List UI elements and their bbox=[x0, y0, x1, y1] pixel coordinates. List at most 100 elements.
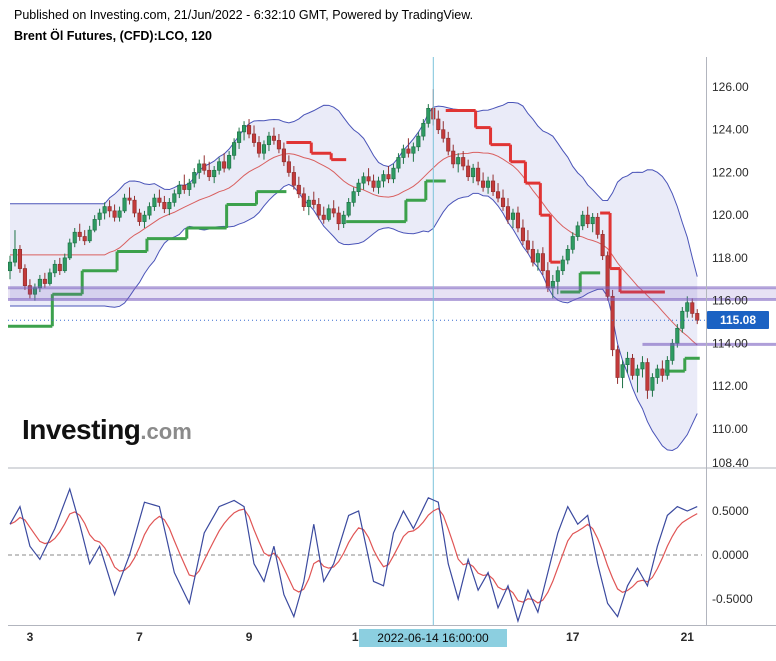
candle-body bbox=[491, 180, 496, 193]
bollinger-basis-line bbox=[10, 151, 698, 346]
candle-body bbox=[346, 201, 351, 216]
candle-body bbox=[545, 270, 550, 289]
candle-body bbox=[8, 261, 13, 272]
candle-body bbox=[212, 169, 217, 178]
candle-body bbox=[77, 231, 82, 237]
candle-body bbox=[580, 214, 585, 227]
candle-body bbox=[286, 161, 291, 173]
candle-body bbox=[635, 368, 640, 376]
candle-body bbox=[451, 150, 456, 165]
candle-body bbox=[306, 199, 311, 207]
candle-body bbox=[476, 167, 481, 182]
candle-body bbox=[565, 248, 570, 261]
candle-body bbox=[132, 199, 137, 214]
candle-body bbox=[152, 197, 157, 207]
candle-body bbox=[92, 219, 97, 231]
candle-body bbox=[321, 214, 326, 220]
candle-body bbox=[326, 208, 331, 220]
candle-body bbox=[610, 295, 615, 351]
time-axis-label: 21 bbox=[681, 630, 695, 644]
investing-watermark: Investing .com bbox=[22, 414, 192, 446]
candle-body bbox=[595, 216, 600, 235]
candle-body bbox=[142, 214, 147, 222]
candle-body bbox=[207, 169, 212, 178]
candle-body bbox=[147, 206, 152, 216]
candle-body bbox=[675, 328, 680, 344]
candle-body bbox=[162, 201, 167, 210]
crosshair-time-label: 2022-06-14 16:00:00 bbox=[359, 629, 507, 647]
candle-body bbox=[167, 201, 172, 210]
candle-body bbox=[157, 197, 162, 203]
candle-body bbox=[266, 135, 272, 146]
chart-frame bbox=[8, 57, 776, 626]
candle-body bbox=[17, 248, 23, 269]
watermark-suffix: .com bbox=[140, 419, 192, 444]
candle-body bbox=[137, 212, 142, 222]
levels-layer bbox=[8, 286, 776, 346]
candle-body bbox=[575, 225, 580, 237]
time-axis-label: 3 bbox=[27, 630, 34, 644]
candle-body bbox=[12, 248, 18, 263]
candle-body bbox=[510, 212, 516, 220]
candle-body bbox=[426, 108, 431, 124]
candle-body bbox=[217, 161, 222, 171]
candle-body bbox=[590, 216, 595, 225]
oscillator-axis-label: 0.5000 bbox=[712, 504, 749, 518]
candle-body bbox=[316, 204, 321, 216]
candle-body bbox=[520, 227, 525, 242]
candle-body bbox=[630, 357, 635, 376]
candle-body bbox=[301, 193, 306, 207]
publication-info: Published on Investing.com, 21/Jun/2022 … bbox=[14, 8, 474, 22]
candle-body bbox=[555, 270, 560, 282]
price-axis-label: 112.00 bbox=[712, 379, 748, 393]
candle-body bbox=[67, 242, 72, 259]
candle-body bbox=[22, 268, 27, 286]
price-axis[interactable]: 126.00 124.00 122.00 120.00 118.00 116.00 114.… bbox=[712, 80, 753, 606]
candle-body bbox=[256, 142, 262, 154]
candle-body bbox=[107, 206, 112, 212]
price-axis-label: 118.00 bbox=[712, 251, 748, 265]
candle-body bbox=[261, 144, 267, 154]
candle-body bbox=[505, 206, 511, 220]
candle-body bbox=[202, 163, 207, 171]
candle-body bbox=[386, 174, 391, 180]
oscillator-axis-label: -0.5000 bbox=[712, 592, 753, 606]
candle-body bbox=[625, 357, 630, 366]
candle-body bbox=[177, 184, 182, 195]
candle-body bbox=[515, 212, 521, 229]
candle-body bbox=[366, 176, 371, 182]
candle-body bbox=[341, 214, 346, 225]
watermark-brand: Investing bbox=[22, 414, 141, 445]
bollinger-band-layer bbox=[10, 101, 698, 451]
candle-body bbox=[376, 180, 381, 188]
candle-body bbox=[620, 364, 625, 378]
candle-body bbox=[117, 210, 122, 218]
candle-body bbox=[57, 263, 62, 272]
price-axis-label: 120.00 bbox=[712, 208, 749, 222]
candle-body bbox=[436, 118, 441, 131]
candle-body bbox=[371, 180, 376, 188]
candle-body bbox=[381, 174, 386, 182]
candle-body bbox=[237, 131, 242, 143]
time-axis-label: 7 bbox=[136, 630, 143, 644]
candle-body bbox=[680, 310, 685, 329]
candle-body bbox=[227, 155, 232, 169]
candle-body bbox=[650, 377, 655, 391]
oscillator-axis-label: 0.0000 bbox=[712, 548, 749, 562]
candle-body bbox=[570, 236, 575, 250]
oscillator-layer bbox=[8, 487, 702, 624]
bollinger-upper-line bbox=[10, 101, 698, 277]
candle-body bbox=[600, 234, 605, 257]
candle-body bbox=[486, 180, 491, 188]
price-axis-label: 114.00 bbox=[712, 336, 748, 350]
candle-body bbox=[172, 193, 177, 203]
candle-body bbox=[540, 253, 545, 272]
time-axis-label: 9 bbox=[246, 630, 253, 644]
candle-body bbox=[535, 253, 540, 263]
candle-body bbox=[271, 135, 276, 141]
candle-body bbox=[456, 157, 461, 165]
candle-body bbox=[421, 122, 426, 137]
candle-body bbox=[192, 172, 197, 184]
